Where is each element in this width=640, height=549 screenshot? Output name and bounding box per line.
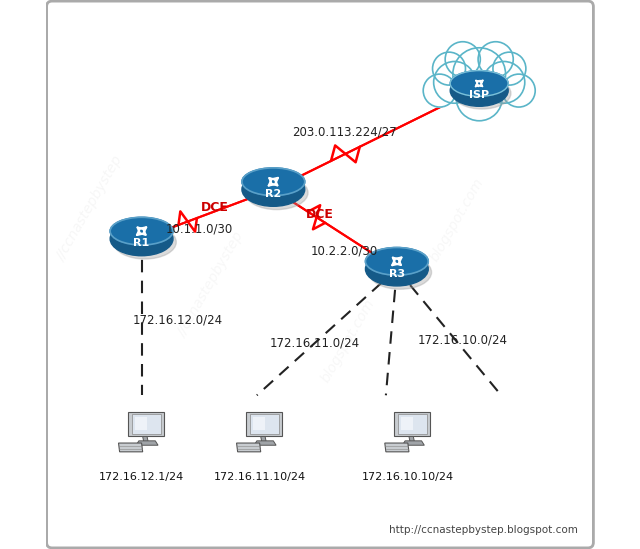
Text: 172.16.12.0/24: 172.16.12.0/24 [132,313,222,326]
Circle shape [423,74,456,107]
Text: 172.16.11.0/24: 172.16.11.0/24 [269,337,360,350]
Polygon shape [143,436,148,442]
Text: DCE: DCE [306,208,334,221]
Polygon shape [401,417,413,430]
Polygon shape [260,436,266,442]
Circle shape [445,42,480,77]
Text: 172.16.10.0/24: 172.16.10.0/24 [418,334,508,347]
Ellipse shape [242,172,305,206]
Circle shape [478,42,513,77]
Text: ISP: ISP [469,90,489,100]
Ellipse shape [365,248,428,275]
Text: 172.16.10.10/24: 172.16.10.10/24 [362,472,454,482]
Text: R2: R2 [265,189,282,199]
Ellipse shape [110,222,173,256]
Ellipse shape [453,77,511,109]
Text: //ccnastepbystep: //ccnastepbystep [54,154,125,264]
Text: blogspot.com: blogspot.com [428,176,487,264]
Text: //ccnastepbystep: //ccnastepbystep [175,231,246,340]
Polygon shape [136,441,158,445]
Polygon shape [385,443,409,452]
Text: R3: R3 [388,268,405,279]
Text: DCE: DCE [201,201,228,214]
Ellipse shape [450,71,508,96]
Circle shape [502,74,535,107]
Text: 203.0.113.224/27: 203.0.113.224/27 [292,125,397,138]
Circle shape [434,61,476,103]
Ellipse shape [110,217,173,245]
Text: 10.1.1.0/30: 10.1.1.0/30 [166,223,233,236]
Ellipse shape [113,225,176,259]
Text: http://ccnastepbystep.blogspot.com: http://ccnastepbystep.blogspot.com [389,525,578,535]
Text: blogspot.com: blogspot.com [318,296,377,384]
Polygon shape [237,443,260,452]
Ellipse shape [242,168,305,195]
Polygon shape [246,412,282,436]
Polygon shape [398,414,427,434]
Polygon shape [118,443,143,452]
Text: R1: R1 [134,238,150,249]
Polygon shape [253,417,265,430]
Circle shape [433,52,465,85]
Circle shape [493,52,526,85]
Ellipse shape [450,75,508,107]
Polygon shape [403,441,424,445]
Circle shape [453,48,506,100]
Ellipse shape [245,176,308,210]
Polygon shape [128,412,164,436]
Ellipse shape [365,252,428,286]
Polygon shape [132,414,161,434]
Text: 172.16.12.1/24: 172.16.12.1/24 [99,472,184,482]
Polygon shape [394,412,430,436]
Ellipse shape [369,255,431,289]
Text: 172.16.11.10/24: 172.16.11.10/24 [214,472,306,482]
Polygon shape [254,441,276,445]
Circle shape [456,75,502,121]
Polygon shape [135,417,147,430]
Circle shape [483,61,525,103]
Polygon shape [409,436,415,442]
Text: 10.2.2.0/30: 10.2.2.0/30 [311,245,378,258]
Polygon shape [250,414,279,434]
